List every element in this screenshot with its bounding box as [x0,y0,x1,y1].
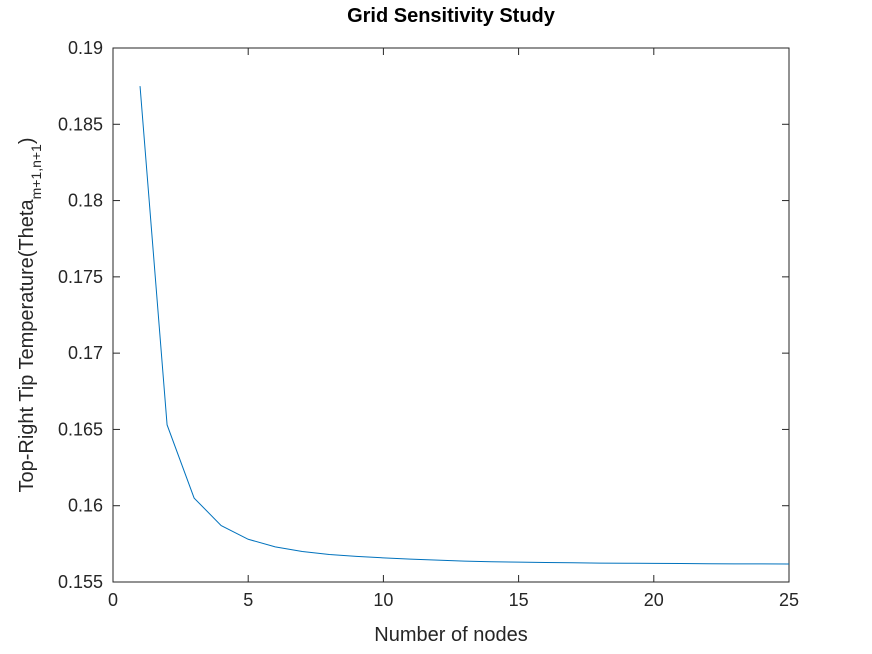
plot-area [112,47,790,583]
y-axis-label-main: Top-Right Tip Temperature(Theta [16,199,38,493]
y-tick-label: 0.175 [58,267,103,287]
y-axis-label-close: ) [16,137,38,144]
ticks: 0 5 10 15 20 25 0.155 0.16 0.165 0.17 0.175 0.18 0.1… [58,38,799,610]
x-tick-label: 5 [243,590,253,610]
y-tick-label: 0.17 [68,343,103,363]
y-tick-label: 0.185 [58,114,103,134]
series-line-0 [139,86,790,565]
x-tick-label: 15 [509,590,529,610]
y-tick-label: 0.18 [68,191,103,211]
series-group [139,86,790,565]
y-tick-label: 0.16 [68,496,103,516]
x-axis-label: Number of nodes [374,624,527,646]
y-axis-label-subscript: m+1,n+1 [28,144,44,199]
x-tick-label: 20 [644,590,664,610]
y-tick-label: 0.19 [68,38,103,58]
x-tick-label: 0 [108,590,118,610]
chart-title: Grid Sensitivity Study [347,5,556,27]
axes-box [112,47,790,583]
y-tick-label: 0.155 [58,572,103,592]
y-tick-label: 0.165 [58,419,103,439]
x-tick-label: 25 [779,590,799,610]
y-axis-label: Top-Right Tip Temperature(Thetam+1,n+1) [16,137,44,492]
x-tick-label: 10 [373,590,393,610]
